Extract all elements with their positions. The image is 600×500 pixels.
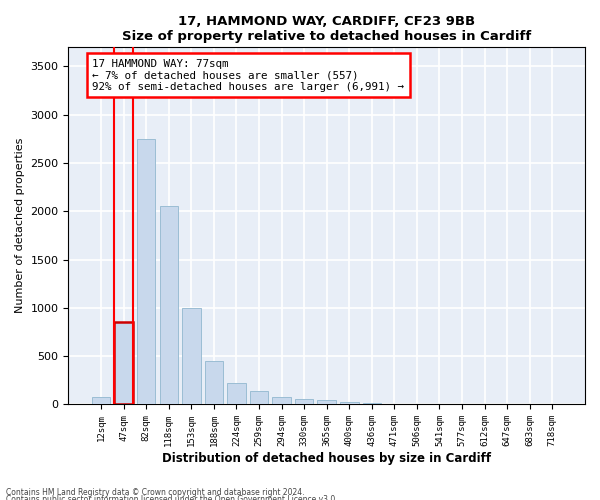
- Title: 17, HAMMOND WAY, CARDIFF, CF23 9BB
Size of property relative to detached houses : 17, HAMMOND WAY, CARDIFF, CF23 9BB Size …: [122, 15, 532, 43]
- Bar: [250, 391, 268, 404]
- Bar: [295, 398, 313, 404]
- Bar: [317, 400, 336, 404]
- Bar: [137, 138, 155, 404]
- Bar: [160, 206, 178, 404]
- Bar: [272, 396, 291, 404]
- Bar: [227, 383, 246, 404]
- X-axis label: Distribution of detached houses by size in Cardiff: Distribution of detached houses by size …: [162, 452, 491, 465]
- Bar: [115, 322, 133, 404]
- Bar: [182, 308, 200, 404]
- Y-axis label: Number of detached properties: Number of detached properties: [15, 138, 25, 314]
- Bar: [205, 361, 223, 405]
- Bar: [92, 397, 110, 404]
- Bar: [362, 402, 381, 404]
- Text: Contains public sector information licensed under the Open Government Licence v3: Contains public sector information licen…: [6, 496, 338, 500]
- Bar: [340, 402, 359, 404]
- Text: 17 HAMMOND WAY: 77sqm
← 7% of detached houses are smaller (557)
92% of semi-deta: 17 HAMMOND WAY: 77sqm ← 7% of detached h…: [92, 58, 404, 92]
- Text: Contains HM Land Registry data © Crown copyright and database right 2024.: Contains HM Land Registry data © Crown c…: [6, 488, 305, 497]
